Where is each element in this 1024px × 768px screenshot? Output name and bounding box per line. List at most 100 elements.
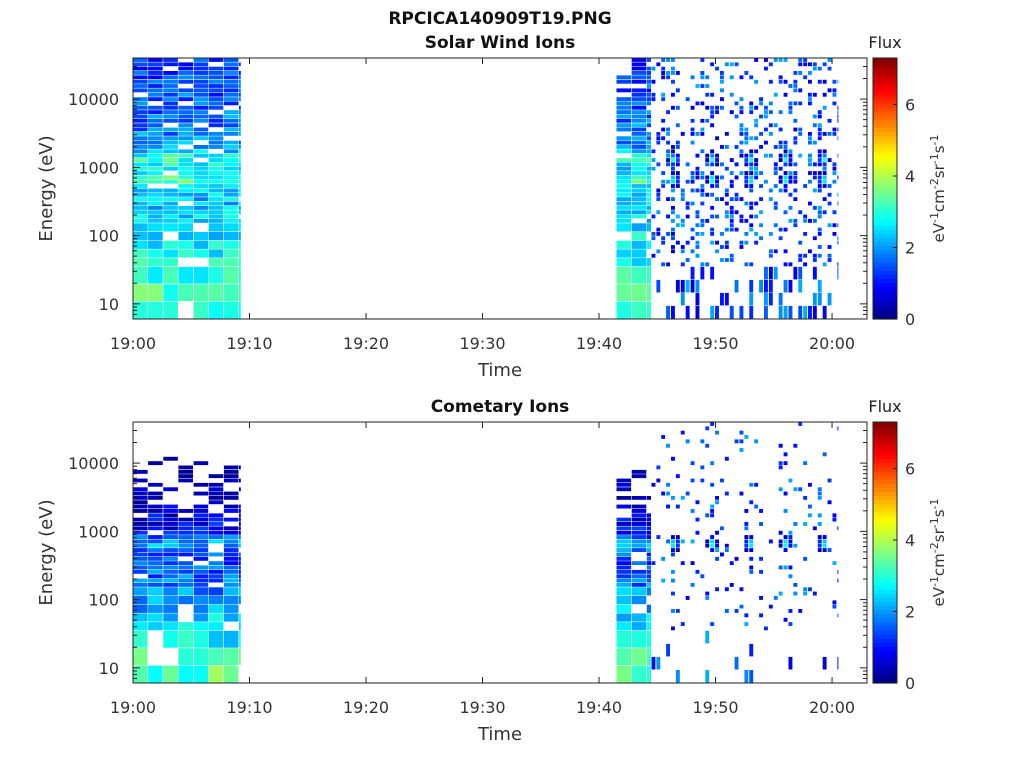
spectrogram-cell [193,548,209,552]
spectrogram-cell [133,118,148,123]
spectrogram-cell [671,175,675,180]
spectrogram-cell [817,513,822,518]
spectrogram-cell [239,561,241,565]
colorbar-swatch [873,286,897,292]
spectrogram-cell [646,526,651,531]
spectrogram-cell [754,136,759,141]
spectrogram-cell [223,665,239,683]
spectrogram-cell [163,596,178,605]
spectrogram-cell [675,609,680,613]
colorbar-swatch [873,294,897,300]
panel-solar-wind-ions: Solar Wind Ions 19:00 19:10 19:20 19:30 19:4… [36,33,948,381]
spectrogram-cell [616,258,632,267]
spectrogram-cell [661,491,666,496]
spectrogram-cell [749,153,754,158]
spectrogram-cell [729,171,734,175]
spectrogram-cell [193,127,209,132]
spectrogram-cell [193,583,209,587]
spectrogram-cell [208,192,224,197]
spectrogram-cell [133,587,148,596]
spectrogram-cell [646,543,651,548]
colorbar-swatch [873,654,897,660]
spectrogram-cell [651,158,656,162]
colorbar-swatch [873,483,897,488]
spectrogram-cell [812,258,817,262]
spectrogram-cell [675,145,680,149]
spectrogram-cell [764,105,768,110]
spectrogram-cell [239,530,241,535]
spectrogram-cell [700,118,705,123]
colorbar-swatch [873,536,897,541]
spectrogram-cell [734,175,739,180]
spectrogram-cell [646,556,651,561]
spectrogram-cell [646,665,651,683]
spectrogram-cell [749,643,754,657]
spectrogram-cell [671,105,675,110]
spectrogram-cell [646,539,651,544]
spectrogram-cell [646,574,651,579]
spectrogram-cell [817,158,822,162]
spectrogram-cell [148,166,163,171]
spectrogram-cell [778,236,783,241]
spectrogram-cell [208,535,224,539]
spectrogram-cell [778,543,783,548]
spectrogram-cell [616,526,632,531]
spectrogram-cell [734,192,739,197]
spectrogram-cell [754,166,759,171]
spectrogram-cell [666,158,670,162]
colorbar-swatch [873,225,897,230]
spectrogram-cell [178,552,193,557]
spectrogram-cell [223,543,239,548]
spectrogram-cell [133,66,148,71]
colorbar-swatch [873,176,897,181]
spectrogram-cell [724,456,729,461]
spectrogram-cell [208,179,224,184]
spectrogram-cell [631,284,647,302]
spectrogram-cell [239,166,241,171]
spectrogram-cell [178,249,193,258]
spectrogram-cell [729,214,734,219]
spectrogram-cell [661,58,666,62]
spectrogram-cell [148,201,163,206]
spectrogram-cell [646,197,651,201]
colorbar-swatch [873,90,897,96]
spectrogram-cell [223,171,239,175]
spectrogram-cell [148,162,163,167]
spectrogram-cell [661,578,666,583]
spectrogram-cell [163,578,178,583]
spectrogram-cell [646,301,651,319]
spectrogram-cell [661,66,666,71]
spectrogram-cell [739,105,744,110]
spectrogram-cell [133,145,148,149]
spectrogram-cell [817,245,822,249]
spectrogram-cell [208,526,224,531]
spectrogram-cell [724,166,729,171]
spectrogram-cell [695,240,700,245]
spectrogram-cell [695,210,700,215]
spectrogram-cell [710,153,715,158]
colorbar-swatch [873,581,897,586]
spectrogram-cell [724,292,729,306]
spectrogram-cell [163,665,178,683]
spectrogram-cell [651,92,656,97]
spectrogram-cell [631,665,647,683]
spectrogram-cell [616,158,632,162]
spectrogram-cell [631,548,647,552]
colorbar-swatch [873,233,897,239]
colorbar-swatch [873,188,897,194]
spectrogram-cell [631,88,647,93]
spectrogram-cell [163,583,178,587]
spectrogram-cell [685,97,690,102]
colorbar-units: eV-1cm-2sr-1s-1 [928,498,949,606]
spectrogram-cell [812,140,817,145]
spectrogram-cell [734,145,739,149]
spectrogram-cell [685,179,690,184]
spectrogram-cell [193,587,209,596]
x-axis-label: Time [477,360,522,381]
spectrogram-cell [754,201,759,206]
spectrogram-cell [822,184,827,188]
spectrogram-cell [193,110,209,115]
spectrogram-cell [223,66,239,71]
spectrogram-cell [715,587,719,592]
